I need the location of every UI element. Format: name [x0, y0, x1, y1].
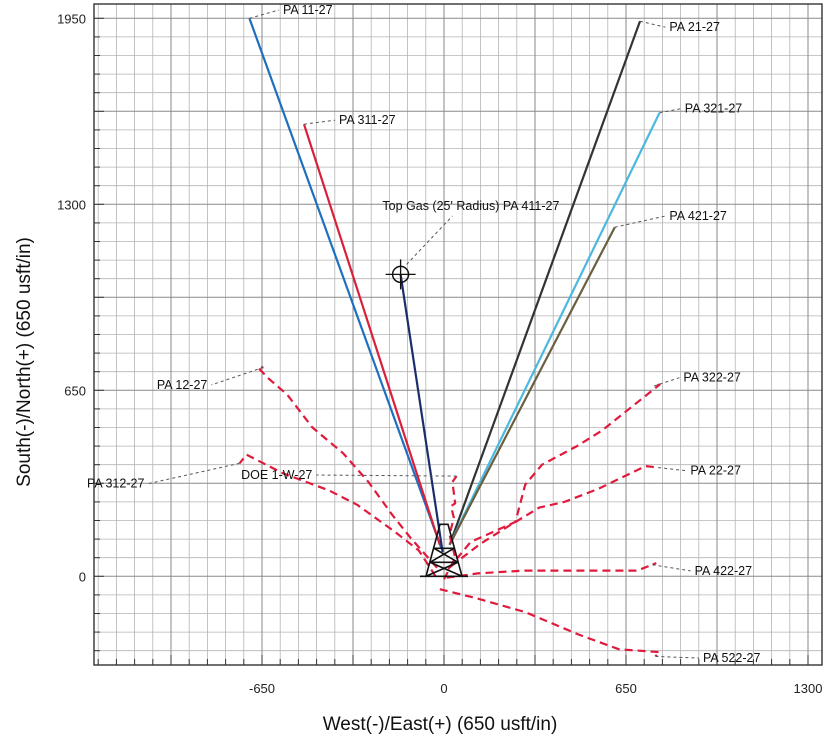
x-tick-label: 650 — [615, 681, 637, 696]
leader-line-pa-422-27 — [652, 564, 691, 572]
well-label-pa-522-27: PA 522-27 — [703, 651, 761, 665]
well-label-pa-321-27: PA 321-27 — [685, 102, 743, 116]
well-path-pa-312-27 — [238, 453, 437, 577]
y-tick-label: 1300 — [57, 197, 86, 212]
leader-line-pa-12-27 — [211, 366, 264, 386]
target-marker: Top Gas (25' Radius) PA 411-27 — [382, 199, 559, 290]
y-tick-labels: 0 650 1300 1950 — [57, 11, 86, 584]
well-label-doe-1-w-27: DOE 1-W-27 — [241, 468, 312, 482]
well-path-pa-22-27 — [450, 465, 659, 568]
leader-line-pa-311-27 — [303, 119, 336, 125]
well-label-pa-11-27: PA 11-27 — [283, 3, 333, 17]
well-path-pa-421-27 — [448, 226, 616, 546]
x-tick-label: -650 — [249, 681, 275, 696]
x-tick-labels: -650 0 650 1300 — [249, 681, 822, 696]
y-tick-label: 1950 — [57, 11, 86, 26]
x-tick-label: 1300 — [794, 681, 823, 696]
y-tick-label: 0 — [79, 569, 86, 584]
leader-line-pa-11-27 — [249, 9, 280, 19]
leader-line-pa-421-27 — [614, 215, 666, 228]
well-paths — [238, 17, 661, 658]
well-path-pa-12-27 — [256, 366, 438, 569]
well-label-pa-12-27: PA 12-27 — [157, 378, 208, 392]
well-path-pa-322-27 — [447, 383, 661, 570]
well-label-pa-311-27: PA 311-27 — [339, 113, 396, 127]
target-leader-line — [406, 215, 453, 265]
leader-line-doe-1-w-27 — [316, 474, 457, 477]
well-label-pa-22-27: PA 22-27 — [690, 464, 741, 478]
well-path-pa-21-27 — [448, 20, 642, 546]
well-labels: PA 11-27 PA 311-27 PA 21-27 PA 321-27 PA 421… — [87, 3, 761, 665]
x-tick-label: 0 — [440, 681, 447, 696]
leader-line-pa-21-27 — [639, 20, 666, 28]
rig-icon — [420, 523, 468, 578]
well-label-pa-312-27: PA 312-27 — [87, 477, 145, 491]
well-path-pa-411-27 — [399, 274, 444, 553]
well-path-pa-422-27 — [446, 562, 657, 579]
well-path-pa-311-27 — [302, 123, 441, 546]
rig-derrick-shape — [420, 523, 468, 578]
well-path-pa-11-27 — [248, 17, 443, 549]
axis-ticks — [94, 17, 809, 665]
well-label-pa-322-27: PA 322-27 — [683, 371, 741, 385]
well-label-pa-422-27: PA 422-27 — [695, 564, 753, 578]
well-label-pa-421-27: PA 421-27 — [669, 209, 727, 223]
leader-line-pa-22-27 — [658, 467, 687, 472]
well-path-doe-1-w-27 — [443, 475, 458, 580]
target-label: Top Gas (25' Radius) PA 411-27 — [382, 199, 559, 213]
major-grid — [94, 4, 822, 665]
leader-line-pa-522-27 — [655, 655, 700, 659]
well-path-pa-321-27 — [448, 112, 661, 546]
well-label-pa-21-27: PA 21-27 — [669, 20, 720, 34]
x-axis-title: West(-)/East(+) (650 usft/in) — [323, 714, 558, 735]
well-path-pa-522-27 — [439, 588, 661, 658]
y-axis-title: South(-)/North(+) (650 usft/in) — [14, 237, 35, 487]
y-tick-label: 650 — [64, 383, 86, 398]
leader-line-pa-322-27 — [653, 377, 680, 387]
